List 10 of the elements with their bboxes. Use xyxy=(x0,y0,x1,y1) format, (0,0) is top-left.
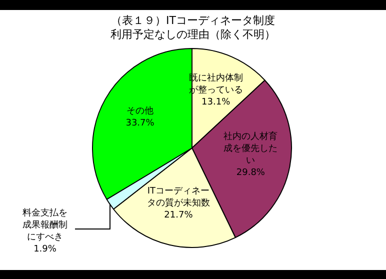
chart-title: （表１９）ITコーディネータ制度利用予定なしの理由（除く不明） xyxy=(110,14,276,41)
data-label: 1.9% xyxy=(34,244,57,254)
slice-label: 料金支払を成果報酬制にすべき xyxy=(22,207,68,242)
data-label: 33.7% xyxy=(126,118,155,128)
slice-label: 社内の人材育成を優先したい xyxy=(224,130,278,166)
data-label: 29.8% xyxy=(236,168,266,178)
slice-label: ITコーディネータの質が未知数 xyxy=(146,186,210,208)
slice-label: その他 xyxy=(126,105,154,116)
data-label: 13.1% xyxy=(202,98,231,108)
data-label: 21.7% xyxy=(164,210,194,220)
